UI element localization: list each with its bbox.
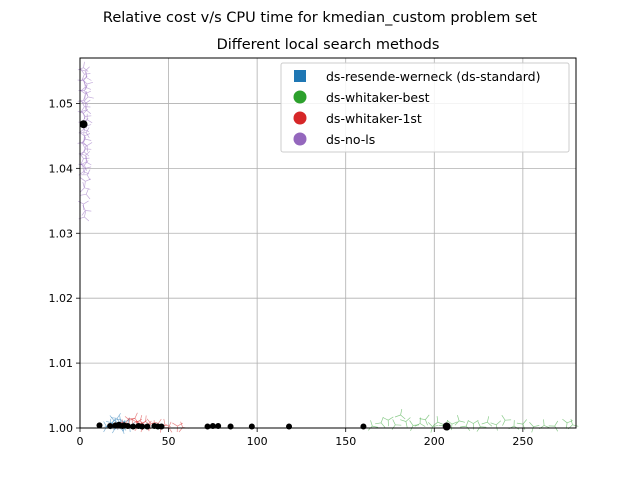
y-tick-label: 1.04: [49, 162, 74, 175]
black-point: [130, 423, 137, 430]
legend-label-0: ds-resende-werneck (ds-standard): [326, 69, 540, 84]
y-tick-label: 1.00: [49, 422, 74, 435]
y-tick-label: 1.01: [49, 357, 74, 370]
black-point: [286, 423, 293, 430]
data-point: [81, 142, 93, 152]
black-point: [227, 423, 234, 430]
data-point: [516, 419, 527, 430]
data-point: [481, 416, 493, 427]
legend-marker-1: [293, 90, 307, 104]
data-point: [80, 69, 91, 80]
data-point: [454, 415, 465, 426]
legend-label-1: ds-whitaker-best: [326, 90, 430, 105]
data-point: [419, 414, 430, 426]
black-point: [139, 423, 145, 430]
data-point: [80, 188, 91, 200]
chart-title: Relative cost v/s CPU time for kmedian_c…: [103, 10, 538, 26]
y-tick-label: 1.02: [49, 292, 74, 305]
black-point: [248, 423, 255, 430]
data-point: [80, 101, 91, 112]
black-point: [360, 423, 367, 430]
legend: ds-resende-werneck (ds-standard) ds-whita…: [280, 62, 570, 153]
black-point: [96, 422, 103, 429]
data-point: [81, 204, 92, 216]
x-tick-label: 250: [512, 435, 533, 448]
data-point: [391, 419, 402, 430]
data-point: [172, 422, 183, 433]
y-tick-label: 1.05: [49, 97, 74, 110]
data-point: [80, 182, 91, 193]
data-point: [432, 416, 444, 427]
legend-marker-3: [293, 132, 307, 146]
data-point: [548, 420, 559, 432]
y-tick-label: 1.03: [49, 227, 74, 240]
chart-subtitle: Different local search methods: [217, 37, 440, 53]
x-axis: 0 50 100 150 200 250: [77, 428, 533, 448]
data-point: [375, 417, 386, 428]
data-marks: [77, 61, 579, 434]
data-point: [446, 420, 458, 431]
black-point: [144, 423, 151, 430]
legend-marker-0: [294, 70, 306, 82]
x-tick-label: 50: [162, 435, 176, 448]
data-point: [80, 127, 90, 138]
legend-box: [280, 62, 570, 153]
plot-frame: [79, 57, 577, 429]
black-point: [158, 423, 165, 430]
data-point: [77, 61, 89, 72]
x-tick-label: 0: [77, 435, 84, 448]
data-point: [394, 409, 406, 420]
data-point: [80, 103, 92, 115]
data-point: [501, 415, 512, 426]
black-point: [442, 422, 451, 431]
x-tick-label: 200: [424, 435, 445, 448]
legend-label-2: ds-whitaker-1st: [326, 111, 422, 126]
black-point: [79, 120, 88, 129]
y-axis: 1.00 1.01 1.02 1.03 1.04 1.05: [49, 97, 80, 435]
data-point: [80, 177, 91, 188]
legend-marker-2: [293, 111, 307, 125]
x-tick-label: 150: [335, 435, 356, 448]
series-1: [367, 409, 579, 433]
data-point: [400, 417, 411, 428]
data-point: [83, 91, 94, 102]
x-tick-label: 100: [247, 435, 268, 448]
data-point: [79, 99, 91, 110]
legend-label-3: ds-no-ls: [326, 132, 375, 147]
black-point: [204, 423, 211, 430]
data-point: [382, 416, 394, 427]
data-point: [139, 415, 151, 426]
